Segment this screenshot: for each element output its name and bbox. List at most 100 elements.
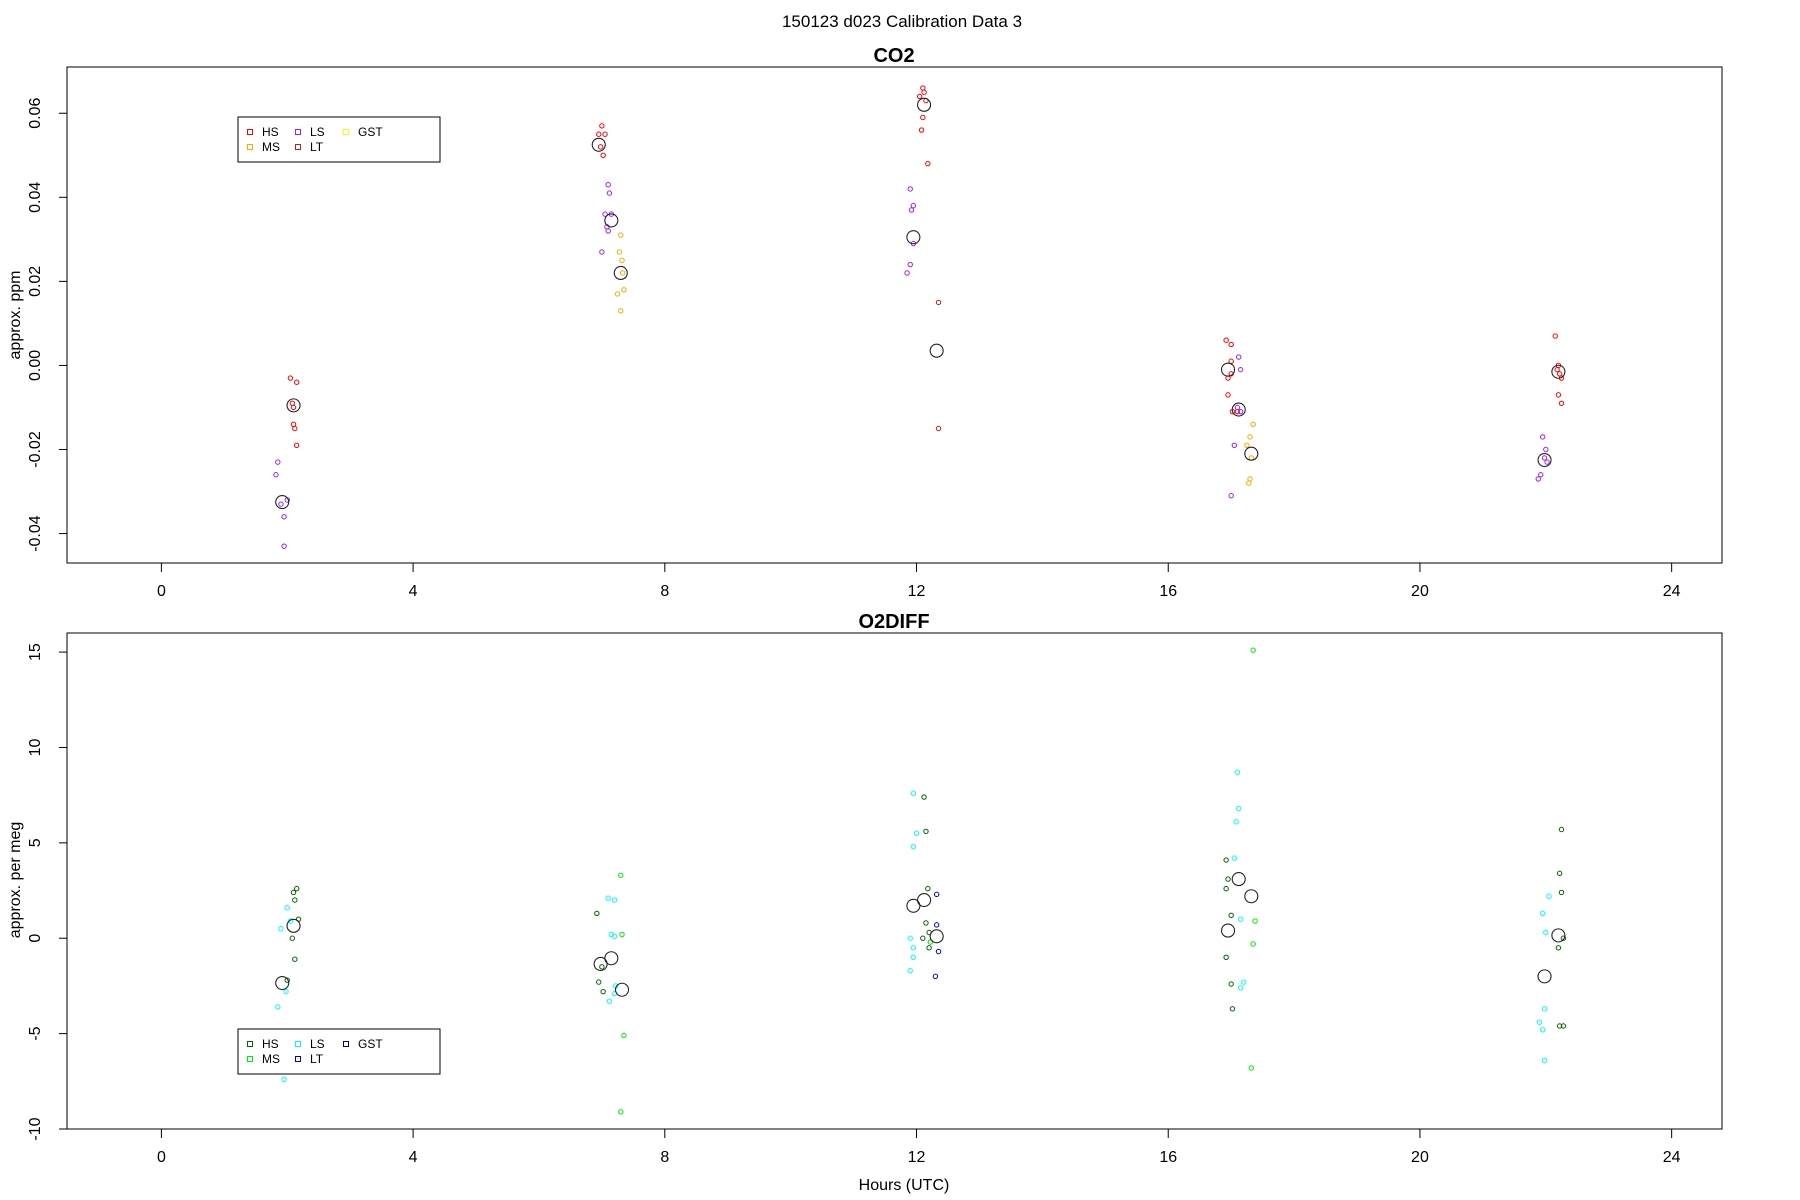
legend-swatch: [295, 1041, 301, 1047]
legend-entry-hs: HS: [247, 125, 279, 139]
data-point: [910, 843, 917, 850]
legend-label: GST: [358, 125, 383, 139]
legend-swatch: [295, 129, 301, 135]
legend-entry-ms: MS: [247, 140, 280, 154]
y-tick-label-co2: -0.04: [27, 515, 44, 552]
data-point: [1228, 358, 1234, 364]
data-point: [599, 123, 605, 129]
data-point: [1228, 912, 1234, 919]
data-point: [907, 967, 913, 974]
y-tick-label-co2: -0.02: [27, 431, 44, 468]
data-point: [289, 935, 295, 941]
legend-entry-gst: GST: [343, 125, 383, 139]
data-point: [1234, 769, 1241, 775]
mean-marker: [1231, 872, 1246, 887]
data-point: [1541, 455, 1548, 461]
data-point: [910, 790, 917, 796]
data-point: [292, 897, 298, 903]
mean-marker: [1551, 364, 1566, 379]
mean-marker: [1220, 923, 1236, 938]
legend-swatch: [295, 1056, 301, 1062]
data-point: [606, 190, 613, 196]
y-tick-label-co2: 0.04: [27, 182, 44, 213]
mean-marker: [929, 929, 944, 944]
y-tick-label-o2diff: 10: [27, 738, 44, 756]
data-point: [600, 988, 606, 995]
data-point: [910, 945, 917, 951]
data-point: [1252, 918, 1258, 924]
mean-marker: [604, 213, 619, 228]
series-lt-co2: [935, 299, 942, 432]
data-point: [621, 1032, 627, 1039]
data-point: [1237, 985, 1244, 991]
legend-label: LS: [310, 1037, 325, 1051]
x-tick-label-co2: 16: [1159, 583, 1177, 600]
data-point: [1538, 472, 1544, 478]
data-point: [1228, 341, 1234, 348]
legend-entry-ms: MS: [247, 1052, 280, 1066]
data-point: [933, 891, 940, 898]
data-point: [1560, 935, 1567, 941]
series-ls-o2diff: [275, 769, 1552, 1083]
data-point: [1539, 434, 1546, 440]
data-point: [1556, 371, 1563, 377]
data-point: [1535, 476, 1541, 482]
data-point: [1250, 941, 1256, 947]
data-point: [1556, 870, 1563, 877]
legend-entry-ls: LS: [295, 1037, 325, 1051]
means-o2diff: [275, 872, 1566, 997]
data-point: [602, 211, 608, 217]
data-point: [1241, 979, 1247, 985]
data-point: [1231, 442, 1238, 449]
data-point: [283, 988, 289, 995]
x-axis-label: Hours (UTC): [859, 1177, 950, 1194]
data-point: [292, 425, 298, 432]
data-point: [925, 160, 931, 167]
data-point: [933, 922, 940, 928]
data-point: [1233, 819, 1239, 825]
legend-box-o2diff: [237, 1028, 441, 1075]
data-point: [925, 885, 931, 892]
x-tick-label-co2: 20: [1411, 583, 1429, 600]
data-point: [920, 114, 926, 121]
x-tick-label-o2diff: 24: [1663, 1149, 1681, 1166]
data-point: [619, 270, 626, 276]
data-point: [281, 543, 287, 549]
mean-marker: [275, 976, 290, 991]
legend-label: LS: [310, 125, 325, 139]
data-point: [594, 910, 600, 917]
axes-o2diff: 0 4 8 12 16 20 24 -10 -5 0 5 10 15: [27, 643, 1681, 1166]
y-axis-label-co2: approx. ppm: [7, 271, 24, 360]
legend-swatch: [343, 1041, 349, 1047]
y-tick-label-o2diff: 15: [27, 643, 44, 661]
data-point: [923, 828, 929, 835]
data-point: [600, 152, 606, 158]
data-point: [616, 249, 623, 255]
y-tick-label-o2diff: -10: [27, 1117, 44, 1140]
data-point: [907, 261, 913, 268]
data-point: [1228, 493, 1234, 499]
legend-swatch: [343, 129, 349, 135]
data-point: [1223, 857, 1229, 863]
data-point: [921, 89, 927, 95]
data-point: [1539, 1027, 1546, 1033]
data-point: [275, 459, 281, 465]
data-point: [1539, 910, 1546, 917]
axes-co2: 0 4 8 12 16 20 24 -0.04 -0.02 0.00 0.02 0.04 0.06: [27, 98, 1681, 600]
data-point: [923, 920, 929, 926]
data-point: [611, 897, 618, 903]
data-point: [916, 93, 923, 100]
x-tick-label-co2: 0: [157, 583, 166, 600]
data-point: [284, 905, 290, 911]
data-point: [1560, 1023, 1567, 1029]
x-tick-label-o2diff: 0: [157, 1149, 166, 1166]
data-point: [596, 979, 602, 985]
mean-marker: [917, 893, 932, 908]
data-point: [278, 501, 284, 507]
data-point: [1247, 434, 1253, 440]
data-point: [1558, 400, 1565, 406]
means-co2: [275, 97, 1566, 510]
data-point: [1544, 459, 1550, 465]
legend-entry-hs: HS: [247, 1037, 279, 1051]
